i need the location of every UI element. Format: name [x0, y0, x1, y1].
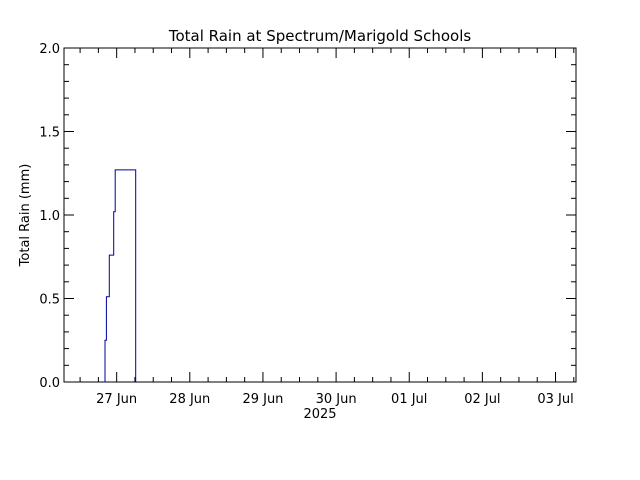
x-axis: 27 Jun 28 Jun 29 Jun 30 Jun 01 Jul 02 Jul 03 J…: [79, 48, 575, 407]
chart-title: Total Rain at Spectrum/Marigold Schools: [168, 27, 472, 45]
plot-frame: [63, 47, 577, 383]
y-axis-label: Total Rain (mm): [18, 164, 33, 268]
x-tick-label: 03 Jul: [537, 392, 573, 407]
x-tick-label: 01 Jul: [391, 392, 427, 407]
x-tick-label: 30 Jun: [316, 392, 357, 407]
y-tick-label: 2.0: [39, 42, 60, 57]
y-tick-label: 1.0: [39, 209, 60, 224]
y-tick-label: 0.5: [39, 293, 60, 308]
y-tick-label: 0.0: [39, 376, 60, 391]
x-axis-label: 2025: [303, 407, 336, 422]
x-tick-label: 02 Jul: [464, 392, 500, 407]
y-tick-label: 1.5: [39, 126, 60, 141]
x-tick-label: 28 Jun: [169, 392, 210, 407]
y-axis: 0.0 0.5 1.0 1.5 2.0: [39, 42, 576, 391]
rain-series-line: [103, 169, 137, 383]
x-tick-label: 27 Jun: [96, 392, 137, 407]
x-tick-label: 29 Jun: [242, 392, 283, 407]
